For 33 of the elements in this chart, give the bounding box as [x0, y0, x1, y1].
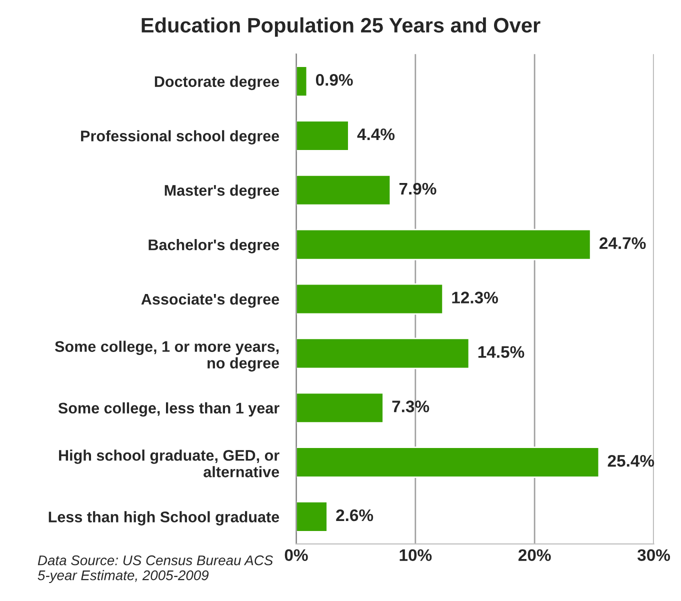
bar [296, 228, 592, 260]
data-label: 2.6% [336, 509, 374, 522]
y-tick-label: Professional school degree [81, 130, 280, 144]
x-tick-label: 0% [284, 549, 308, 562]
y-tick-label: Some college, 1 or more years, no degree [54, 340, 280, 372]
data-label: 25.4% [608, 454, 654, 467]
data-label: 14.5% [478, 346, 524, 358]
data-label: 7.9% [399, 182, 436, 195]
bar [296, 66, 308, 97]
y-tick-label: Doctorate degree [154, 76, 280, 90]
data-label: 7.3% [392, 400, 430, 412]
bar [296, 120, 350, 152]
x-tick-label: 10% [400, 549, 432, 562]
bar [296, 338, 470, 370]
data-label: 24.7% [600, 237, 646, 250]
bar [296, 283, 444, 315]
data-label: 12.3% [452, 292, 498, 304]
y-tick-label: High school graduate, GED, or alternative [59, 450, 280, 478]
y-tick-label: Master's degree [164, 184, 280, 199]
source-note: Data Source: US Census Bureau ACS 5-year Estimate, 2005-2009 [38, 555, 274, 583]
x-tick-label: 30% [637, 549, 670, 562]
chart-title: Education Population 25 Years and Over [142, 17, 540, 37]
bar [296, 392, 384, 424]
x-tick-label: 20% [518, 549, 551, 562]
y-tick-label: Some college, less than 1 year [58, 402, 280, 417]
data-label: 0.9% [316, 74, 353, 86]
data-label: 4.4% [357, 128, 395, 140]
bar [296, 501, 328, 532]
y-tick-label: Associate's degree [141, 293, 280, 308]
y-tick-label: Bachelor's degree [148, 239, 280, 254]
y-tick-label: Less than high School graduate [48, 511, 280, 526]
bar [296, 446, 600, 478]
bar [296, 174, 392, 206]
